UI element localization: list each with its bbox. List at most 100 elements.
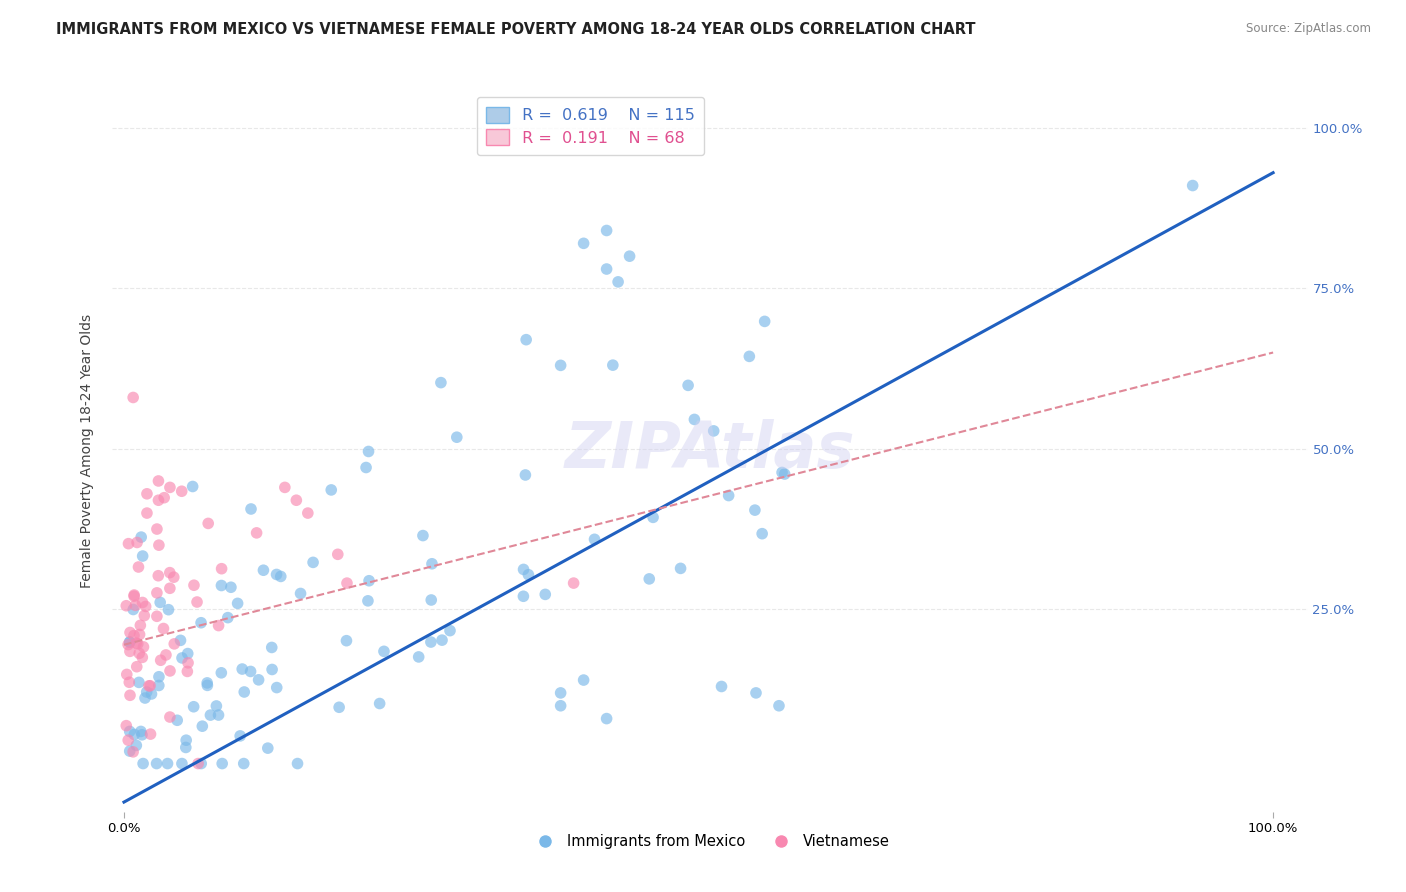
Point	[129, 724, 152, 739]
Point	[1181, 178, 1204, 193]
Point	[138, 679, 160, 693]
Point	[669, 561, 692, 575]
Point	[703, 424, 725, 438]
Point	[127, 637, 149, 651]
Point	[159, 566, 181, 580]
Point	[128, 627, 150, 641]
Point	[550, 359, 572, 373]
Point	[136, 487, 159, 501]
Point	[211, 562, 233, 576]
Point	[135, 599, 157, 614]
Point	[146, 522, 169, 536]
Point	[122, 391, 145, 405]
Point	[153, 491, 176, 505]
Point	[117, 638, 139, 652]
Point	[717, 489, 740, 503]
Point	[287, 756, 309, 771]
Point	[132, 756, 155, 771]
Point	[595, 262, 617, 277]
Point	[127, 560, 149, 574]
Point	[419, 635, 441, 649]
Point	[205, 698, 228, 713]
Point	[159, 582, 181, 596]
Point	[122, 602, 145, 616]
Point	[595, 223, 617, 237]
Point	[602, 358, 624, 372]
Point	[186, 595, 208, 609]
Point	[336, 576, 359, 591]
Point	[357, 574, 380, 588]
Point	[117, 733, 139, 747]
Point	[177, 656, 200, 670]
Point	[131, 650, 153, 665]
Point	[159, 664, 181, 678]
Point	[562, 576, 585, 591]
Point	[174, 733, 197, 747]
Point	[170, 651, 193, 665]
Point	[129, 618, 152, 632]
Text: ZIPAtlas: ZIPAtlas	[565, 419, 855, 482]
Point	[191, 719, 214, 733]
Point	[321, 483, 343, 497]
Point	[357, 444, 380, 458]
Point	[122, 628, 145, 642]
Point	[134, 691, 156, 706]
Point	[122, 588, 145, 602]
Point	[139, 727, 162, 741]
Point	[124, 599, 146, 613]
Point	[156, 756, 179, 771]
Point	[197, 516, 219, 531]
Point	[129, 530, 152, 544]
Point	[641, 510, 664, 524]
Point	[148, 670, 170, 684]
Point	[148, 678, 170, 692]
Y-axis label: Female Poverty Among 18-24 Year Olds: Female Poverty Among 18-24 Year Olds	[80, 313, 94, 588]
Point	[420, 557, 443, 571]
Point	[239, 665, 262, 679]
Point	[302, 555, 325, 569]
Point	[252, 563, 274, 577]
Point	[768, 698, 790, 713]
Point	[290, 586, 312, 600]
Point	[174, 740, 197, 755]
Point	[118, 744, 141, 758]
Legend: Immigrants from Mexico, Vietnamese: Immigrants from Mexico, Vietnamese	[524, 829, 896, 855]
Point	[770, 466, 793, 480]
Point	[118, 688, 141, 702]
Point	[200, 708, 222, 723]
Point	[246, 525, 269, 540]
Point	[595, 712, 617, 726]
Point	[125, 636, 148, 650]
Point	[744, 503, 766, 517]
Point	[134, 608, 156, 623]
Point	[232, 756, 254, 771]
Point	[754, 314, 776, 328]
Point	[209, 578, 232, 592]
Point	[149, 595, 172, 609]
Point	[226, 596, 249, 610]
Point	[710, 680, 733, 694]
Point	[373, 644, 395, 658]
Point	[135, 685, 157, 699]
Point	[619, 249, 641, 263]
Point	[118, 625, 141, 640]
Point	[122, 589, 145, 603]
Point	[163, 637, 186, 651]
Point	[274, 480, 297, 494]
Point	[233, 685, 256, 699]
Point	[572, 236, 595, 251]
Point	[256, 741, 278, 756]
Point	[219, 580, 242, 594]
Point	[328, 700, 350, 714]
Point	[125, 739, 148, 753]
Point	[745, 686, 768, 700]
Point	[125, 535, 148, 549]
Point	[146, 586, 169, 600]
Point	[183, 699, 205, 714]
Point	[683, 412, 706, 426]
Point	[408, 649, 430, 664]
Point	[118, 724, 141, 739]
Point	[638, 572, 661, 586]
Point	[131, 728, 153, 742]
Point	[148, 568, 170, 582]
